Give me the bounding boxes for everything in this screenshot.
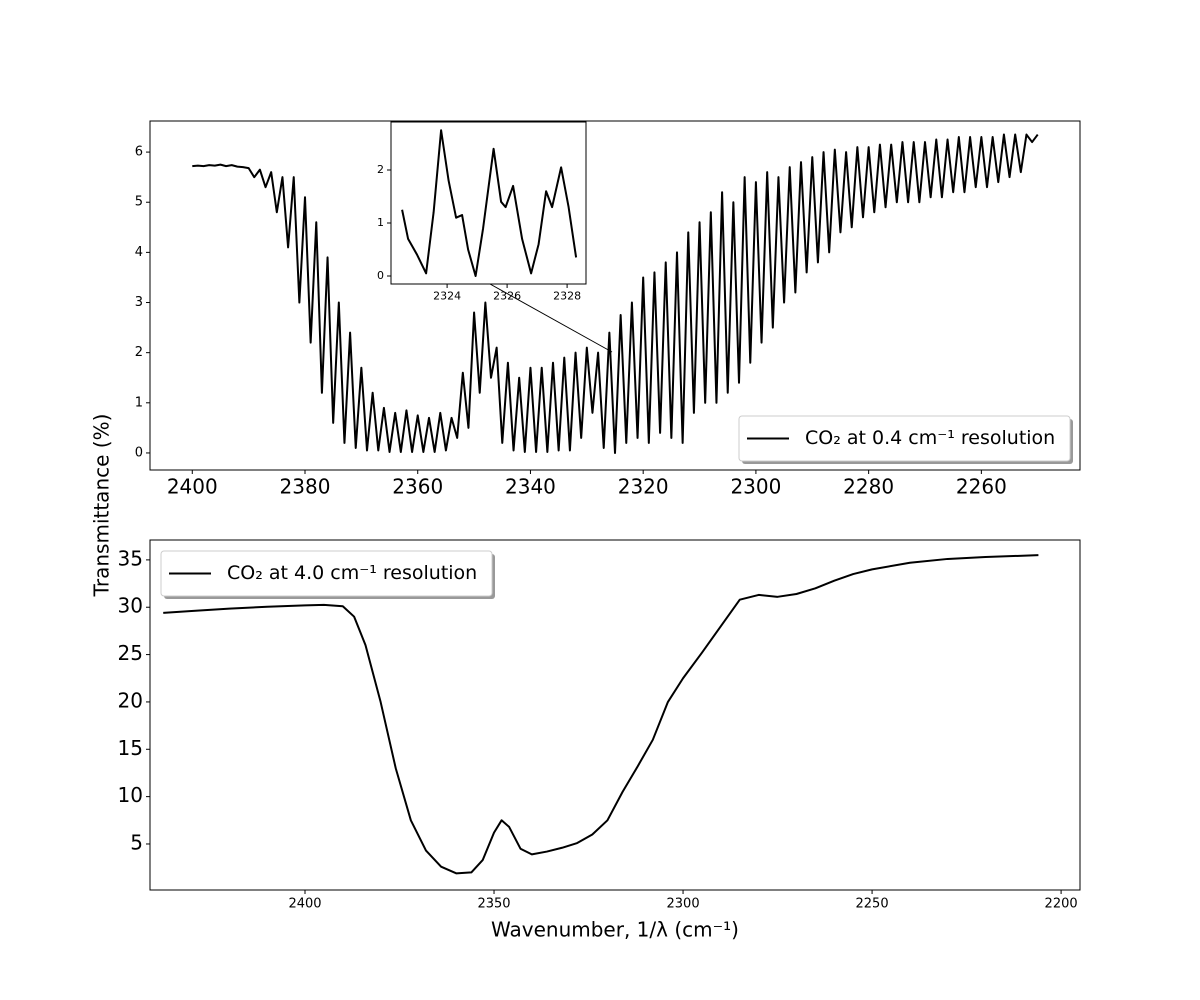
x-tick-label: 2324 [433,290,461,303]
axes-frame [390,121,587,285]
y-tick-label: 3 [135,295,143,310]
y-tick-label: 25 [118,641,143,665]
legend-box [160,550,493,597]
y-axis-label: Transmittance (%) [90,414,114,598]
y-tick-label: 1 [377,216,384,229]
y-tick-label: 5 [130,830,143,854]
x-tick-label: 2400 [167,475,218,499]
y-tick-label: 2 [135,345,143,360]
inset-connector [489,283,613,353]
y-tick-label: 15 [118,736,143,760]
y-tick-label: 0 [377,269,384,282]
data-line [192,133,1039,454]
y-tick-label: 2 [377,163,384,176]
x-tick-label: 2326 [493,290,521,303]
y-tick-label: 1 [135,395,143,410]
axes-frame [149,120,1081,471]
y-tick-label: 20 [118,688,143,712]
axes-frame [149,539,1081,891]
x-tick-label: 2350 [477,896,510,911]
x-tick-label: 2200 [1045,896,1078,911]
x-tick-label: 2260 [956,475,1007,499]
x-tick-label: 2340 [505,475,556,499]
y-tick-label: 35 [118,546,143,570]
x-tick-label: 2400 [288,896,321,911]
legend-label: CO₂ at 0.4 cm⁻¹ resolution [805,427,1055,449]
plot-area [150,121,1080,470]
data-line [163,554,1039,875]
y-tick-label: 5 [135,195,143,210]
y-tick-label: 0 [135,445,143,460]
legend-label: CO₂ at 4.0 cm⁻¹ resolution [227,562,477,584]
y-tick-label: 10 [118,783,143,807]
x-tick-label: 2320 [618,475,669,499]
x-tick-label: 2300 [667,896,700,911]
legend-box [738,415,1071,462]
x-tick-label: 2280 [843,475,894,499]
x-tick-label: 2250 [856,896,889,911]
data-line [401,129,578,277]
y-tick-label: 30 [118,594,143,618]
y-tick-label: 4 [135,245,143,260]
x-tick-label: 2300 [730,475,781,499]
x-tick-label: 2360 [392,475,443,499]
x-axis-label: Wavenumber, 1/λ (cm⁻¹) [491,918,739,942]
x-tick-label: 2328 [553,290,581,303]
x-tick-label: 2380 [280,475,331,499]
y-tick-label: 6 [135,145,143,160]
